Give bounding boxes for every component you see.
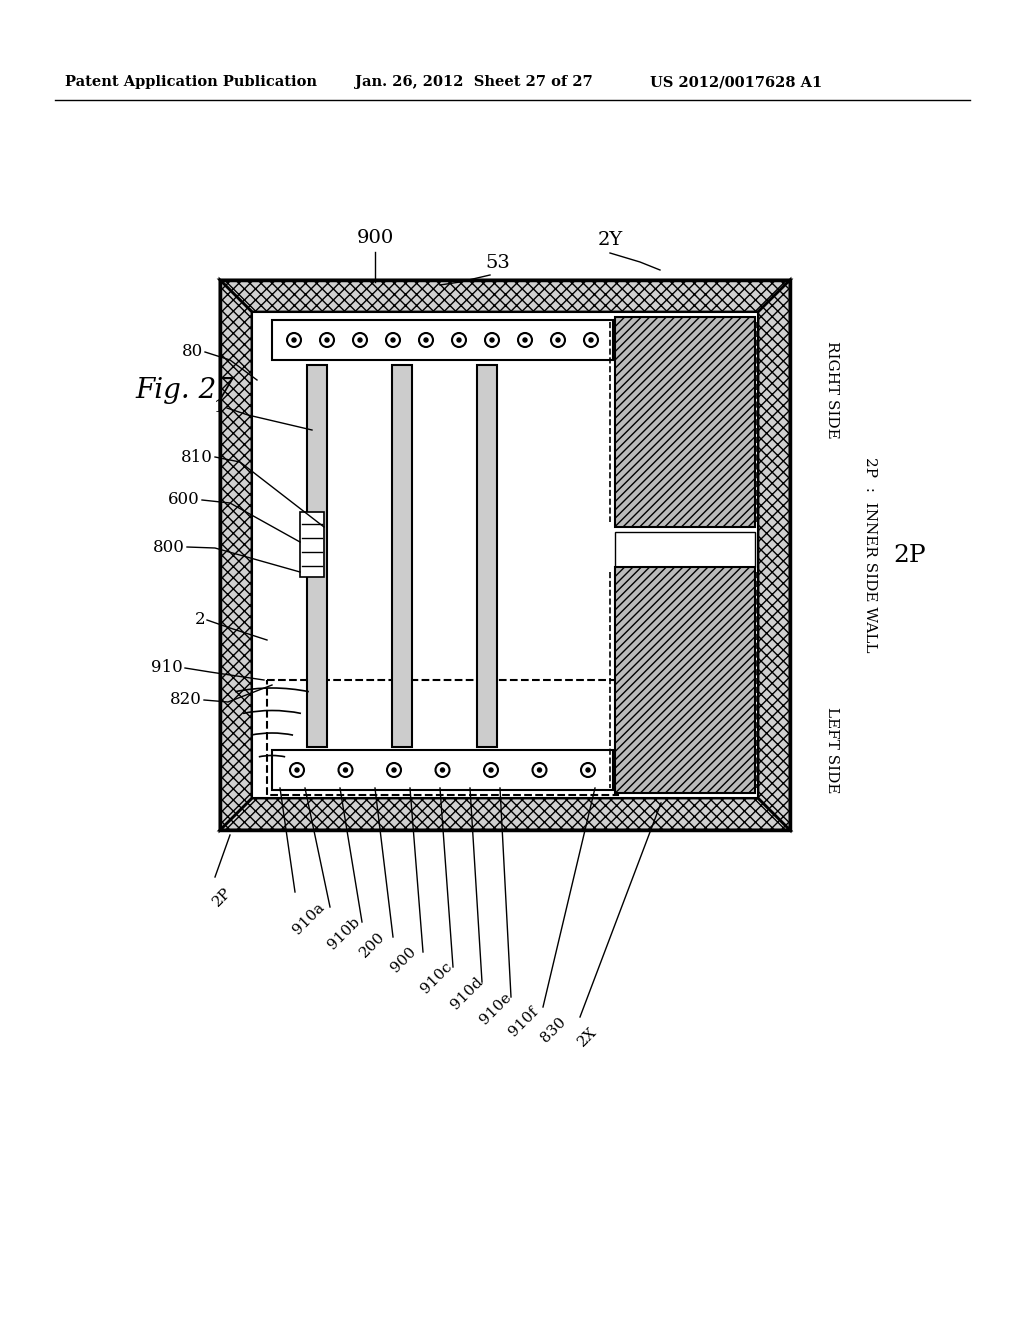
Polygon shape xyxy=(615,532,755,568)
Text: US 2012/0017628 A1: US 2012/0017628 A1 xyxy=(650,75,822,88)
Circle shape xyxy=(386,333,400,347)
Circle shape xyxy=(387,763,401,777)
Text: 1: 1 xyxy=(214,400,225,417)
Circle shape xyxy=(295,768,299,772)
Text: 910e: 910e xyxy=(477,990,514,1027)
Polygon shape xyxy=(272,319,613,360)
Text: 80: 80 xyxy=(181,343,203,360)
Polygon shape xyxy=(615,568,755,793)
Text: 2X: 2X xyxy=(575,1026,599,1049)
Polygon shape xyxy=(307,366,327,747)
Circle shape xyxy=(339,763,352,777)
Text: LEFT SIDE: LEFT SIDE xyxy=(825,706,839,793)
Circle shape xyxy=(419,333,433,347)
Text: 910c: 910c xyxy=(418,960,455,997)
Circle shape xyxy=(440,768,444,772)
Text: 820: 820 xyxy=(170,692,202,709)
Circle shape xyxy=(556,338,560,342)
Text: Patent Application Publication: Patent Application Publication xyxy=(65,75,317,88)
Circle shape xyxy=(391,338,395,342)
Circle shape xyxy=(489,768,493,772)
Text: 910d: 910d xyxy=(449,975,485,1012)
Circle shape xyxy=(292,338,296,342)
Polygon shape xyxy=(220,280,252,830)
Circle shape xyxy=(290,763,304,777)
Circle shape xyxy=(584,333,598,347)
Polygon shape xyxy=(300,512,324,577)
Circle shape xyxy=(435,763,450,777)
Circle shape xyxy=(424,338,428,342)
Text: 810: 810 xyxy=(181,449,213,466)
Circle shape xyxy=(287,333,301,347)
Circle shape xyxy=(343,768,347,772)
Circle shape xyxy=(358,338,362,342)
Text: 910f: 910f xyxy=(506,1005,541,1040)
Text: 2P: 2P xyxy=(894,544,927,566)
Text: 900: 900 xyxy=(356,228,393,247)
Circle shape xyxy=(518,333,532,347)
Text: 910a: 910a xyxy=(290,900,327,937)
Polygon shape xyxy=(392,366,412,747)
Polygon shape xyxy=(220,799,790,830)
Text: 910: 910 xyxy=(152,660,183,676)
Text: 2Y: 2Y xyxy=(597,231,623,249)
Polygon shape xyxy=(252,312,758,799)
Text: 2P: 2P xyxy=(210,884,234,909)
Circle shape xyxy=(490,338,494,342)
Circle shape xyxy=(581,763,595,777)
Polygon shape xyxy=(758,280,790,830)
Polygon shape xyxy=(220,280,790,312)
Circle shape xyxy=(532,763,547,777)
Text: 900: 900 xyxy=(388,945,419,975)
Text: 2P  :  INNER SIDE WALL: 2P : INNER SIDE WALL xyxy=(863,457,877,653)
Text: Fig. 27: Fig. 27 xyxy=(135,376,233,404)
Polygon shape xyxy=(272,750,613,789)
Polygon shape xyxy=(477,366,497,747)
Text: RIGHT SIDE: RIGHT SIDE xyxy=(825,341,839,438)
Circle shape xyxy=(392,768,396,772)
Circle shape xyxy=(523,338,527,342)
Circle shape xyxy=(484,763,498,777)
Text: Jan. 26, 2012  Sheet 27 of 27: Jan. 26, 2012 Sheet 27 of 27 xyxy=(355,75,593,88)
Circle shape xyxy=(319,333,334,347)
Text: 2: 2 xyxy=(195,611,205,628)
Text: 910b: 910b xyxy=(325,915,362,953)
Text: 830: 830 xyxy=(538,1015,568,1045)
Polygon shape xyxy=(615,317,755,527)
Text: 600: 600 xyxy=(168,491,200,508)
Text: 200: 200 xyxy=(357,931,387,961)
Text: 800: 800 xyxy=(154,539,185,556)
Circle shape xyxy=(589,338,593,342)
Circle shape xyxy=(586,768,590,772)
Circle shape xyxy=(485,333,499,347)
Circle shape xyxy=(353,333,367,347)
Circle shape xyxy=(538,768,542,772)
Circle shape xyxy=(457,338,461,342)
Text: 53: 53 xyxy=(485,253,510,272)
Circle shape xyxy=(452,333,466,347)
Circle shape xyxy=(551,333,565,347)
Circle shape xyxy=(325,338,329,342)
